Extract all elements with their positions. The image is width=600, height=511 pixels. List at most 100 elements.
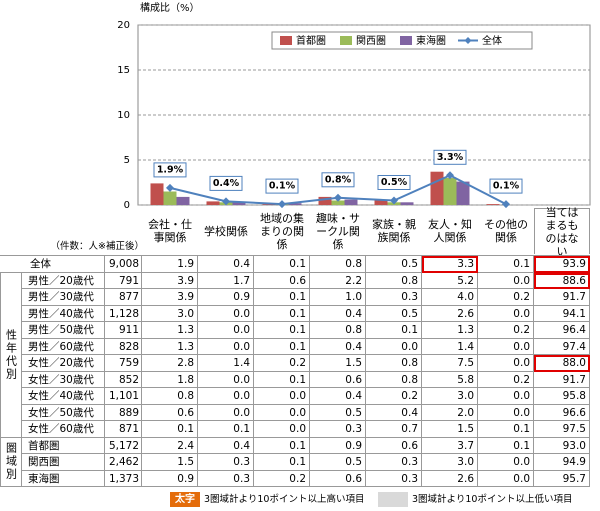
table-cell: 1.5 — [142, 454, 198, 471]
table-cell: 5.2 — [422, 272, 478, 289]
table-cell: 0.4 — [310, 305, 366, 322]
note-text: 3圏域計より10ポイント以上低い項目 — [412, 494, 573, 505]
table-cell: 5.8 — [422, 371, 478, 388]
legend-swatch — [400, 36, 412, 45]
column-header: 会社・仕事関係 — [148, 218, 192, 244]
table-cell: 0.5 — [366, 305, 422, 322]
table-cell: 1.4 — [198, 355, 254, 372]
row-label: 女性／60歳代 — [22, 421, 105, 438]
bar — [456, 181, 470, 205]
table-cell: 1.3 — [142, 322, 198, 339]
table-cell: 0.4 — [366, 404, 422, 421]
table-cell: 88.6 — [534, 272, 590, 289]
table-cell: 93.9 — [534, 256, 590, 273]
table-cell: 0.1 — [478, 256, 534, 273]
row-count: 791 — [105, 272, 142, 289]
row-label: 首都圏 — [22, 437, 105, 454]
table-cell: 0.2 — [366, 388, 422, 405]
table-cell: 1.7 — [198, 272, 254, 289]
table-cell: 0.9 — [142, 470, 198, 487]
table-cell: 0.0 — [478, 272, 534, 289]
table-cell: 0.8 — [366, 371, 422, 388]
row-label: 男性／50歳代 — [22, 322, 105, 339]
value-label-box — [433, 149, 467, 165]
table-cell: 0.1 — [254, 256, 310, 273]
table-cell: 0.1 — [254, 437, 310, 454]
column-header: 趣味・サークル関係 — [316, 211, 360, 251]
table-cell: 95.7 — [534, 470, 590, 487]
table-cell: 1.3 — [142, 338, 198, 355]
table-cell: 0.0 — [254, 404, 310, 421]
note-text: 3圏域計より10ポイント以上高い項目 — [204, 494, 365, 505]
table-cell: 3.7 — [422, 437, 478, 454]
table-cell: 0.6 — [254, 272, 310, 289]
legend-label: 全体 — [482, 34, 502, 47]
table-cell: 93.0 — [534, 437, 590, 454]
table-cell: 0.0 — [198, 388, 254, 405]
legend-swatch — [340, 36, 352, 45]
marker — [166, 183, 174, 192]
table-cell: 0.0 — [478, 338, 534, 355]
table-cell: 0.6 — [142, 404, 198, 421]
table-cell: 7.5 — [422, 355, 478, 372]
bar — [400, 202, 414, 205]
row-label: 女性／20歳代 — [22, 355, 105, 372]
row-count: 1,101 — [105, 388, 142, 405]
table-cell: 0.4 — [310, 338, 366, 355]
row-count: 889 — [105, 404, 142, 421]
table-cell: 0.0 — [198, 305, 254, 322]
value-label-box — [489, 178, 523, 194]
value-label: 3.3% — [437, 152, 464, 163]
table-cell: 0.8 — [366, 272, 422, 289]
row-label: 男性／20歳代 — [22, 272, 105, 289]
bar — [331, 200, 345, 205]
table-cell: 96.6 — [534, 404, 590, 421]
table-cell: 0.0 — [254, 388, 310, 405]
row-count: 852 — [105, 371, 142, 388]
table-cell: 0.3 — [366, 470, 422, 487]
table-cell: 0.3 — [310, 421, 366, 438]
value-label-box — [321, 172, 355, 188]
table-cell: 97.5 — [534, 421, 590, 438]
table-cell: 94.9 — [534, 454, 590, 471]
row-count: 9,008 — [105, 256, 142, 273]
table-cell: 0.2 — [478, 289, 534, 306]
row-count: 911 — [105, 322, 142, 339]
column-header: その他の関係 — [484, 218, 528, 244]
row-count: 1,373 — [105, 470, 142, 487]
table-cell: 91.7 — [534, 289, 590, 306]
column-header: 当てはまるものはない — [534, 206, 590, 258]
row-count: 877 — [105, 289, 142, 306]
table-cell: 0.2 — [478, 371, 534, 388]
value-label-box — [153, 162, 187, 178]
table-cell: 3.9 — [142, 272, 198, 289]
bar — [206, 201, 220, 205]
table-cell: 3.0 — [422, 388, 478, 405]
table-cell: 0.1 — [254, 338, 310, 355]
table-cell: 0.3 — [198, 454, 254, 471]
table-cell: 0.9 — [310, 437, 366, 454]
row-count: 1,128 — [105, 305, 142, 322]
row-label: 女性／50歳代 — [22, 404, 105, 421]
note-sample-grey — [378, 492, 408, 507]
table-cell: 0.5 — [310, 404, 366, 421]
legend-marker — [464, 37, 472, 44]
table-cell: 94.1 — [534, 305, 590, 322]
bar — [232, 202, 246, 205]
column-header: 友人・知人関係 — [428, 218, 472, 244]
row-label: 男性／40歳代 — [22, 305, 105, 322]
legend-label: 首都圏 — [296, 34, 326, 47]
table-cell: 0.1 — [254, 305, 310, 322]
bar — [150, 183, 164, 205]
value-label: 0.1% — [269, 181, 296, 192]
group-label: 性年代別 — [0, 272, 22, 438]
table-cell: 2.2 — [310, 272, 366, 289]
table-cell: 0.0 — [478, 454, 534, 471]
table-cell: 96.4 — [534, 322, 590, 339]
table-cell: 1.5 — [422, 421, 478, 438]
y-tick-label: 20 — [117, 20, 130, 31]
bar — [486, 204, 500, 205]
row-count: 871 — [105, 421, 142, 438]
table-cell: 0.0 — [198, 338, 254, 355]
